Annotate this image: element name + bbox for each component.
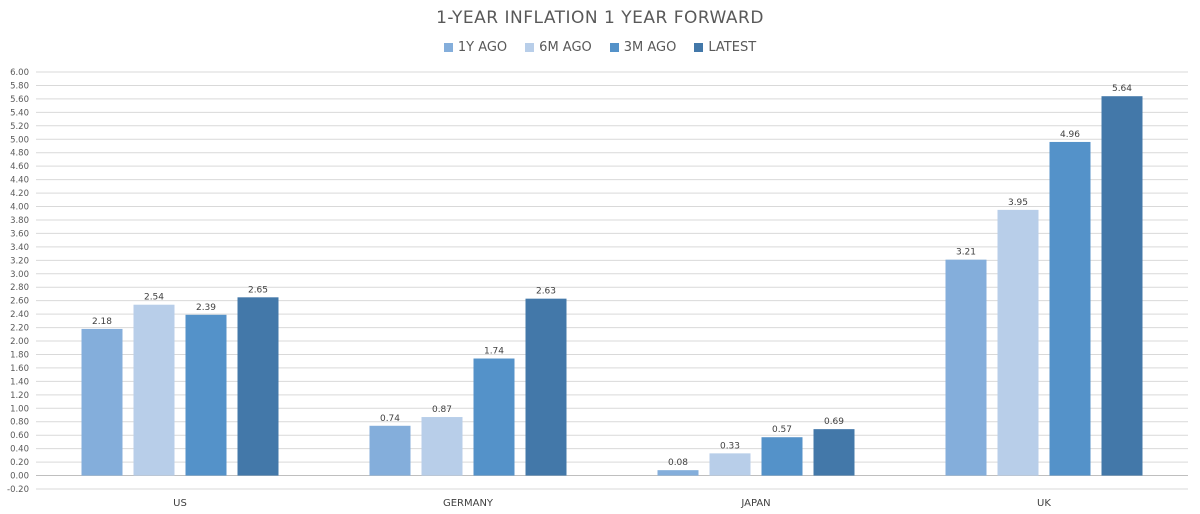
y-tick-label: 4.80	[10, 149, 29, 159]
y-tick-label: 3.80	[10, 216, 29, 226]
data-label: 5.64	[1112, 84, 1132, 94]
legend-label-1y-ago: 1Y AGO	[457, 40, 508, 55]
y-tick-label: 0.80	[10, 418, 29, 428]
data-label: 2.65	[248, 285, 268, 295]
bar	[945, 259, 987, 476]
chart-title: 1-YEAR INFLATION 1 YEAR FORWARD	[436, 8, 764, 28]
y-tick-label: 1.80	[10, 350, 29, 360]
y-tick-label: 0.20	[10, 458, 29, 468]
legend-item-1y-ago: 1Y AGO	[443, 40, 508, 55]
data-label: 2.54	[144, 293, 164, 303]
legend: 1Y AGO 6M AGO 3M AGO LATEST	[0, 40, 1200, 55]
data-label: 0.33	[720, 441, 740, 451]
legend-label-3m-ago: 3M AGO	[623, 40, 677, 55]
y-tick-label: 5.40	[10, 108, 29, 118]
y-tick-label: 2.00	[10, 337, 29, 347]
bar	[421, 417, 463, 476]
bar	[185, 314, 227, 476]
y-tick-label: 2.20	[10, 324, 29, 334]
y-tick-label: 6.00	[10, 68, 29, 78]
data-label: 0.57	[772, 425, 792, 435]
y-tick-label: 2.40	[10, 310, 29, 320]
bar	[1101, 96, 1143, 476]
y-tick-label: -0.20	[7, 485, 29, 495]
y-tick-label: 1.20	[10, 391, 29, 401]
y-tick-label: 4.20	[10, 189, 29, 199]
y-tick-label: 1.40	[10, 377, 29, 387]
legend-label-6m-ago: 6M AGO	[539, 40, 592, 55]
x-tick-label: GERMANY	[443, 498, 494, 509]
data-label: 0.74	[380, 414, 400, 424]
bar	[997, 209, 1039, 476]
data-label: 2.18	[92, 317, 112, 327]
legend-swatch-6m-ago	[525, 43, 535, 52]
bar	[657, 470, 699, 476]
data-label: 0.08	[668, 458, 688, 468]
data-label: 1.74	[484, 347, 504, 357]
bar	[237, 297, 279, 476]
legend-item-6m-ago: 6M AGO	[525, 40, 592, 55]
data-label: 0.87	[432, 405, 452, 415]
data-label: 2.39	[196, 303, 216, 313]
bar	[473, 358, 515, 476]
y-tick-label: 0.60	[10, 431, 29, 441]
bar	[81, 328, 123, 476]
data-label: 2.63	[536, 287, 556, 297]
y-tick-label: 3.40	[10, 243, 29, 253]
legend-label-latest: LATEST	[708, 40, 757, 55]
data-label: 0.69	[824, 417, 844, 427]
x-tick-label: JAPAN	[740, 498, 770, 509]
y-tick-label: 3.20	[10, 256, 29, 266]
y-tick-label: 4.60	[10, 162, 29, 172]
y-tick-label: 1.60	[10, 364, 29, 374]
legend-swatch-3m-ago	[609, 43, 619, 52]
y-tick-label: 0.40	[10, 445, 29, 455]
bar	[525, 298, 567, 476]
y-tick-label: 4.00	[10, 203, 29, 213]
y-tick-label: 2.60	[10, 297, 29, 307]
bar	[1049, 141, 1091, 476]
y-tick-label: 4.40	[10, 176, 29, 186]
legend-swatch-1y-ago	[443, 43, 453, 52]
legend-swatch-latest	[694, 43, 704, 52]
bar	[761, 437, 803, 476]
y-tick-label: 3.60	[10, 229, 29, 239]
y-tick-label: 5.00	[10, 135, 29, 145]
legend-item-3m-ago: 3M AGO	[609, 40, 677, 55]
data-label: 3.95	[1008, 198, 1028, 208]
x-tick-label: US	[173, 498, 187, 509]
x-tick-label: UK	[1037, 498, 1051, 509]
y-tick-label: 5.20	[10, 122, 29, 132]
y-tick-label: 2.80	[10, 283, 29, 293]
legend-item-latest: LATEST	[694, 40, 756, 55]
bar	[709, 453, 751, 476]
data-label: 4.96	[1060, 130, 1080, 140]
y-tick-label: 5.80	[10, 81, 29, 91]
bar	[813, 429, 855, 476]
y-tick-label: 3.00	[10, 270, 29, 280]
bar	[133, 304, 175, 476]
data-label: 3.21	[956, 248, 976, 258]
y-tick-label: 1.00	[10, 404, 29, 414]
bar	[369, 425, 411, 476]
y-tick-label: 0.00	[10, 472, 29, 482]
y-tick-label: 5.60	[10, 95, 29, 105]
